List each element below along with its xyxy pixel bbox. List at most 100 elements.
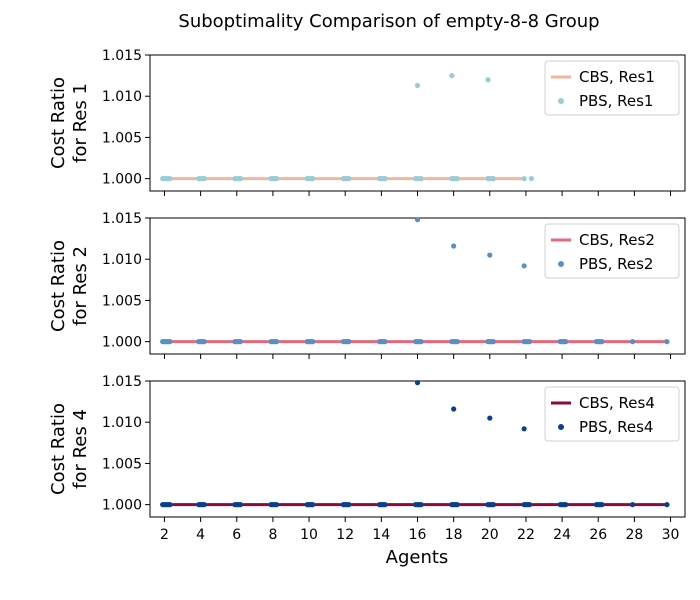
y-tick-label: 1.000 bbox=[102, 498, 142, 514]
data-point-pbs-res1 bbox=[418, 176, 424, 182]
data-point-pbs-res2 bbox=[487, 252, 493, 258]
y-tick-label: 1.015 bbox=[102, 48, 142, 64]
legend: CBS, Res2 PBS, Res2 bbox=[544, 223, 680, 279]
legend: CBS, Res4 PBS, Res4 bbox=[544, 386, 680, 442]
data-point-pbs-res2 bbox=[599, 339, 605, 345]
data-point-pbs-res4 bbox=[563, 502, 569, 508]
legend-label: CBS, Res4 bbox=[579, 394, 655, 412]
data-point-pbs-res4 bbox=[451, 406, 457, 412]
data-point-pbs-res1 bbox=[449, 73, 455, 79]
data-point-pbs-res1 bbox=[490, 176, 497, 182]
data-point-pbs-res2 bbox=[526, 339, 533, 345]
x-tick-label: 8 bbox=[268, 527, 277, 543]
y-tick-label: 1.000 bbox=[102, 335, 142, 351]
data-point-pbs-res2 bbox=[237, 339, 243, 345]
data-point-pbs-res2 bbox=[346, 339, 352, 345]
legend-box bbox=[544, 60, 680, 116]
data-point-pbs-res2 bbox=[490, 339, 497, 345]
data-point-pbs-res2 bbox=[629, 339, 636, 345]
data-point-pbs-res4 bbox=[526, 502, 533, 508]
y-axis-label-line: for Res 2 bbox=[70, 246, 91, 326]
legend-label: PBS, Res1 bbox=[579, 92, 653, 110]
x-tick-label: 10 bbox=[300, 527, 318, 543]
y-axis-label: Cost Ratiofor Res 4 bbox=[48, 403, 91, 495]
y-tick-label: 1.005 bbox=[102, 130, 142, 146]
data-point-pbs-res1 bbox=[201, 176, 207, 182]
data-point-pbs-res2 bbox=[414, 217, 421, 223]
legend-label: CBS, Res1 bbox=[579, 68, 655, 86]
data-point-pbs-res2 bbox=[382, 339, 388, 345]
data-point-pbs-res4 bbox=[664, 502, 670, 508]
data-point-pbs-res4 bbox=[629, 502, 636, 508]
x-tick-label: 16 bbox=[409, 527, 427, 543]
data-point-pbs-res4 bbox=[167, 502, 173, 508]
legend-label: PBS, Res2 bbox=[579, 255, 653, 273]
legend-swatch-marker bbox=[558, 261, 564, 267]
y-axis-label-line: Cost Ratio bbox=[48, 77, 69, 169]
data-point-pbs-res4 bbox=[418, 502, 424, 508]
x-tick-label: 24 bbox=[553, 527, 571, 543]
data-point-pbs-res4 bbox=[273, 502, 280, 508]
legend-label: CBS, Res2 bbox=[579, 231, 655, 249]
x-tick-label: 4 bbox=[196, 527, 205, 543]
data-point-pbs-res2 bbox=[167, 339, 173, 345]
data-point-pbs-res2 bbox=[454, 339, 460, 345]
x-tick-label: 6 bbox=[232, 527, 241, 543]
data-point-pbs-res2 bbox=[418, 339, 424, 345]
data-point-pbs-res1 bbox=[521, 176, 527, 182]
y-tick-label: 1.005 bbox=[102, 293, 142, 309]
data-point-pbs-res2 bbox=[451, 243, 457, 249]
data-point-pbs-res2 bbox=[521, 263, 527, 269]
data-point-pbs-res2 bbox=[664, 339, 670, 345]
data-point-pbs-res2 bbox=[563, 339, 569, 345]
y-axis-label-line: for Res 1 bbox=[70, 83, 91, 163]
data-point-pbs-res4 bbox=[201, 502, 207, 508]
data-point-pbs-res1 bbox=[528, 176, 534, 182]
x-tick-label: 14 bbox=[372, 527, 390, 543]
data-point-pbs-res1 bbox=[454, 176, 460, 182]
legend-label: PBS, Res4 bbox=[579, 418, 653, 436]
x-tick-label: 22 bbox=[517, 527, 535, 543]
data-point-pbs-res1 bbox=[485, 77, 491, 83]
data-point-pbs-res4 bbox=[414, 380, 421, 386]
data-point-pbs-res2 bbox=[273, 339, 280, 345]
y-axis-label-line: Cost Ratio bbox=[48, 403, 69, 495]
chart-title: Suboptimality Comparison of empty-8-8 Gr… bbox=[178, 11, 599, 32]
x-tick-label: 18 bbox=[445, 527, 463, 543]
y-tick-label: 1.010 bbox=[102, 252, 142, 268]
y-axis-label-line: Cost Ratio bbox=[48, 240, 69, 332]
x-tick-label: 12 bbox=[336, 527, 354, 543]
x-tick-label: 28 bbox=[625, 527, 643, 543]
y-axis-label: Cost Ratiofor Res 2 bbox=[48, 240, 91, 332]
y-tick-label: 1.000 bbox=[102, 172, 142, 188]
x-tick-label: 20 bbox=[481, 527, 499, 543]
x-tick-label: 30 bbox=[662, 527, 680, 543]
y-tick-label: 1.010 bbox=[102, 415, 142, 431]
data-point-pbs-res4 bbox=[454, 502, 460, 508]
data-point-pbs-res1 bbox=[346, 176, 352, 182]
data-point-pbs-res4 bbox=[382, 502, 388, 508]
data-point-pbs-res1 bbox=[414, 82, 421, 89]
legend-box bbox=[544, 386, 680, 442]
data-point-pbs-res1 bbox=[237, 176, 243, 182]
x-tick-label: 26 bbox=[589, 527, 607, 543]
y-tick-label: 1.015 bbox=[102, 374, 142, 390]
data-point-pbs-res1 bbox=[382, 176, 388, 182]
y-tick-label: 1.005 bbox=[102, 456, 142, 472]
data-point-pbs-res4 bbox=[490, 502, 497, 508]
data-point-pbs-res2 bbox=[310, 339, 316, 345]
data-point-pbs-res4 bbox=[237, 502, 243, 508]
legend-box bbox=[544, 223, 680, 279]
data-point-pbs-res4 bbox=[310, 502, 316, 508]
data-point-pbs-res4 bbox=[487, 415, 493, 421]
data-point-pbs-res2 bbox=[201, 339, 207, 345]
data-point-pbs-res1 bbox=[167, 176, 173, 182]
data-point-pbs-res1 bbox=[273, 176, 280, 182]
x-tick-label: 2 bbox=[160, 527, 169, 543]
legend-swatch-marker bbox=[558, 424, 564, 430]
data-point-pbs-res4 bbox=[346, 502, 352, 508]
x-axis-label: Agents bbox=[386, 547, 449, 568]
legend-swatch-marker bbox=[558, 98, 564, 104]
